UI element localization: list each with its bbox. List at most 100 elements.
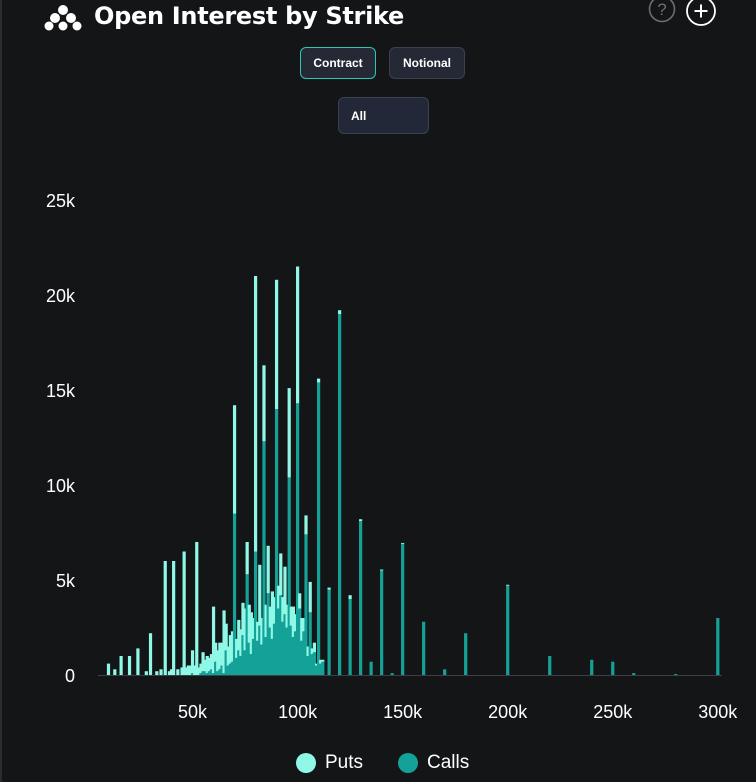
calls-bar[interactable] [281, 621, 285, 675]
puts-bar[interactable] [277, 585, 281, 609]
puts-bar[interactable] [348, 595, 352, 599]
puts-bar[interactable] [195, 542, 199, 675]
puts-bar[interactable] [190, 650, 195, 674]
puts-bar[interactable] [176, 669, 180, 675]
calls-bar[interactable] [716, 618, 720, 675]
notional-toggle-button[interactable]: Notional [389, 47, 465, 79]
puts-bar[interactable] [302, 618, 306, 632]
calls-bar[interactable] [289, 625, 293, 675]
puts-bar[interactable] [197, 667, 201, 675]
calls-bar[interactable] [247, 642, 251, 675]
calls-bar[interactable] [312, 652, 317, 675]
calls-bar[interactable] [317, 382, 321, 675]
puts-bar[interactable] [298, 593, 302, 609]
calls-bar[interactable] [611, 661, 615, 675]
puts-bar[interactable] [274, 279, 279, 409]
puts-bar[interactable] [285, 604, 289, 628]
puts-bar[interactable] [253, 276, 258, 552]
calls-bar[interactable] [268, 627, 272, 676]
calls-bar[interactable] [632, 673, 636, 675]
puts-bar[interactable] [359, 519, 363, 522]
calls-bar[interactable] [209, 669, 214, 675]
calls-bar[interactable] [220, 665, 224, 676]
puts-bar[interactable] [235, 638, 239, 658]
puts-bar[interactable] [312, 642, 317, 653]
calls-bar[interactable] [211, 673, 216, 675]
puts-bar[interactable] [327, 587, 331, 590]
calls-bar[interactable] [506, 585, 510, 675]
calls-bar[interactable] [232, 513, 237, 676]
puts-bar[interactable] [127, 656, 132, 675]
puts-bar[interactable] [222, 610, 226, 674]
puts-bar[interactable] [310, 648, 314, 655]
puts-bar[interactable] [155, 671, 159, 675]
calls-bar[interactable] [243, 650, 247, 675]
puts-bar[interactable] [220, 642, 224, 666]
calls-bar[interactable] [251, 638, 256, 675]
calls-bar[interactable] [205, 673, 209, 675]
puts-bar[interactable] [209, 654, 214, 670]
puts-bar[interactable] [245, 542, 249, 575]
puts-bar[interactable] [321, 659, 325, 662]
calls-bar[interactable] [348, 599, 352, 675]
puts-bar[interactable] [293, 614, 298, 632]
calls-bar[interactable] [380, 570, 384, 676]
puts-bar[interactable] [260, 618, 264, 645]
calls-bar[interactable] [272, 623, 277, 675]
puts-bar[interactable] [401, 542, 405, 544]
puts-bar[interactable] [205, 656, 209, 674]
puts-bar[interactable] [279, 553, 283, 596]
puts-bar[interactable] [211, 606, 216, 674]
calls-bar[interactable] [287, 477, 291, 675]
calls-bar[interactable] [228, 663, 232, 675]
puts-bar[interactable] [201, 652, 205, 672]
calls-bar[interactable] [207, 671, 211, 675]
calls-bar[interactable] [293, 631, 298, 675]
calls-bar[interactable] [548, 656, 552, 675]
puts-bar[interactable] [295, 266, 300, 404]
puts-bar[interactable] [272, 597, 277, 624]
puts-bar[interactable] [247, 604, 251, 643]
puts-bar[interactable] [306, 646, 310, 657]
puts-bar[interactable] [184, 667, 188, 675]
calls-bar[interactable] [266, 593, 270, 675]
puts-bar[interactable] [199, 663, 203, 674]
calls-bar[interactable] [401, 543, 405, 675]
puts-bar[interactable] [136, 648, 140, 675]
calls-bar[interactable] [253, 551, 258, 676]
puts-bar[interactable] [159, 669, 163, 675]
puts-bar[interactable] [239, 629, 243, 656]
calls-bar[interactable] [256, 640, 260, 675]
legend-item-calls[interactable]: Calls [398, 748, 469, 778]
calls-bar[interactable] [327, 589, 331, 676]
puts-bar[interactable] [281, 597, 285, 622]
puts-bar[interactable] [232, 405, 237, 514]
puts-bar[interactable] [291, 606, 295, 637]
puts-bar[interactable] [243, 608, 247, 651]
puts-bar[interactable] [106, 663, 111, 675]
calls-bar[interactable] [390, 673, 394, 675]
calls-bar[interactable] [230, 661, 235, 675]
calls-bar[interactable] [264, 637, 268, 675]
calls-bar[interactable] [314, 665, 319, 676]
calls-bar[interactable] [285, 627, 289, 676]
puts-bar[interactable] [180, 667, 184, 675]
puts-bar[interactable] [289, 606, 293, 626]
puts-bar[interactable] [207, 657, 211, 672]
calls-bar[interactable] [590, 659, 594, 675]
calls-bar[interactable] [359, 521, 363, 675]
puts-bar[interactable] [113, 669, 117, 675]
calls-bar[interactable] [224, 650, 228, 675]
puts-bar[interactable] [266, 545, 270, 594]
calls-bar[interactable] [310, 654, 314, 675]
puts-bar[interactable] [300, 618, 304, 641]
help-icon[interactable]: ? [648, 0, 676, 23]
puts-bar[interactable] [319, 659, 323, 664]
calls-bar[interactable] [235, 657, 239, 675]
puts-bar[interactable] [237, 619, 241, 651]
puts-bar[interactable] [214, 642, 218, 662]
puts-bar[interactable] [241, 602, 245, 636]
puts-bar[interactable] [224, 623, 228, 651]
calls-bar[interactable] [298, 608, 302, 676]
calls-bar[interactable] [274, 409, 279, 675]
